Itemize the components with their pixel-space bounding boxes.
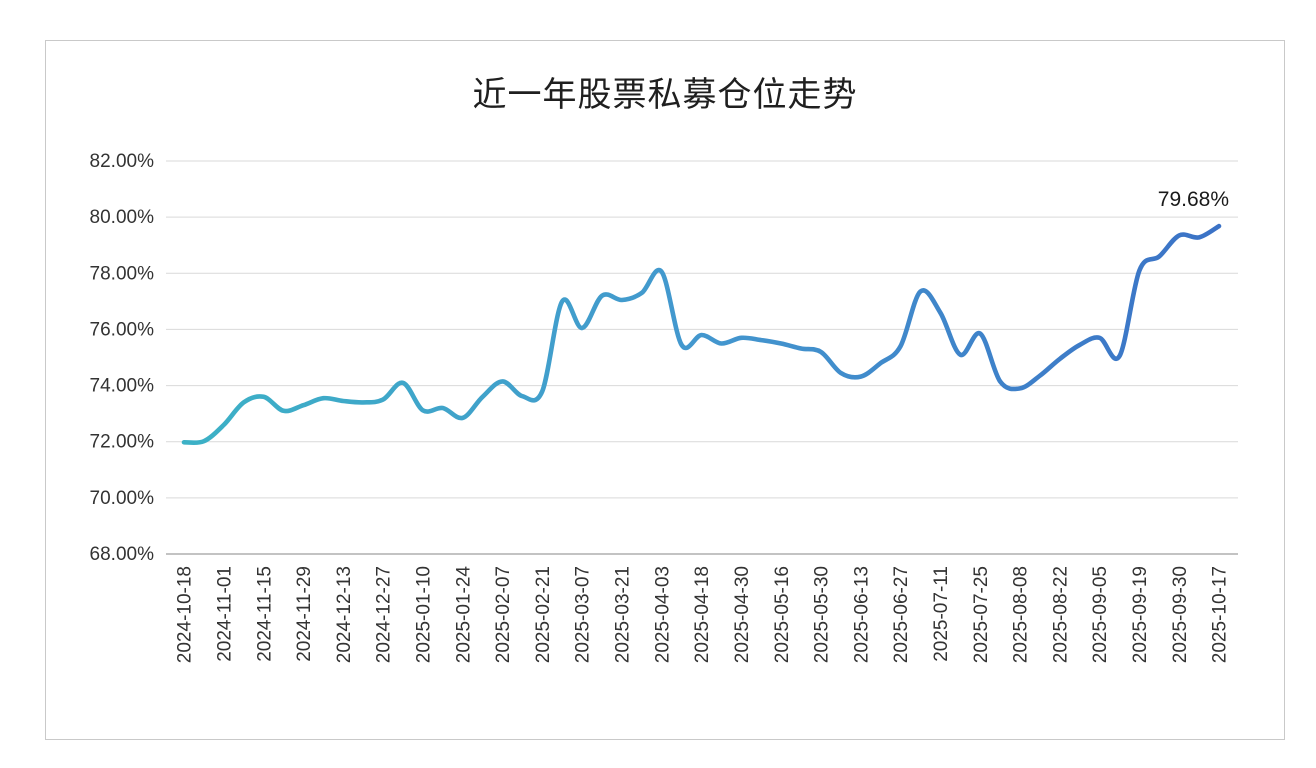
x-axis-label: 2025-01-24 xyxy=(453,566,474,664)
x-axis-label: 2025-08-22 xyxy=(1050,566,1071,663)
x-axis-label: 2025-04-18 xyxy=(692,566,713,663)
x-axis-label: 2025-09-30 xyxy=(1170,566,1191,663)
x-axis-label: 2024-11-15 xyxy=(254,566,275,662)
x-axis-label: 2025-05-16 xyxy=(772,566,793,663)
y-axis-label: 78.00% xyxy=(90,263,155,284)
x-axis-label: 2025-05-30 xyxy=(812,566,833,663)
x-axis-label: 2024-11-29 xyxy=(294,566,315,662)
x-axis-label: 2025-06-13 xyxy=(851,566,872,663)
x-axis-label: 2025-04-30 xyxy=(732,566,753,663)
y-axis-label: 68.00% xyxy=(90,544,155,565)
y-axis-label: 72.00% xyxy=(90,432,155,453)
data-label: 79.68% xyxy=(1158,188,1229,211)
x-axis-label: 2025-07-25 xyxy=(971,566,992,663)
x-axis-label: 2025-06-27 xyxy=(891,566,912,663)
x-axis-label: 2024-11-01 xyxy=(214,566,235,662)
line-chart: 82.00% 80.00% 78.00% 76.00% 74.00% 72.00% 70.0… xyxy=(90,151,1238,664)
x-axis-label: 2025-02-07 xyxy=(493,566,514,663)
x-axis-label: 2025-10-17 xyxy=(1210,566,1231,663)
x-axis-label: 2025-02-21 xyxy=(533,566,554,663)
chart-container: 近一年股票私募仓位走势 82.00% 80.00% 78.00% 76.00% 74.0… xyxy=(45,40,1285,740)
x-axis-label: 2024-10-18 xyxy=(175,566,196,663)
series-line xyxy=(181,223,1222,446)
y-axis-label: 80.00% xyxy=(90,207,155,228)
x-axis-label: 2025-03-21 xyxy=(613,566,634,663)
chart-title: 近一年股票私募仓位走势 xyxy=(472,75,858,115)
y-axis-label: 74.00% xyxy=(90,376,155,397)
y-axis-label: 70.00% xyxy=(90,488,155,509)
x-axis-label: 2025-01-10 xyxy=(413,566,434,663)
x-axis-label: 2024-12-13 xyxy=(334,566,355,663)
x-axis-label: 2025-09-05 xyxy=(1090,566,1111,663)
y-axis-label: 76.00% xyxy=(90,319,155,340)
x-axis-label: 2025-09-19 xyxy=(1130,566,1151,663)
x-axis-label: 2025-03-07 xyxy=(573,566,594,663)
x-axis-label: 2025-08-08 xyxy=(1011,566,1032,663)
x-axis-label: 2025-07-11 xyxy=(931,566,952,662)
x-axis-label: 2024-12-27 xyxy=(374,566,395,663)
y-axis-label: 82.00% xyxy=(90,151,155,172)
x-axis-label: 2025-04-03 xyxy=(652,566,673,663)
